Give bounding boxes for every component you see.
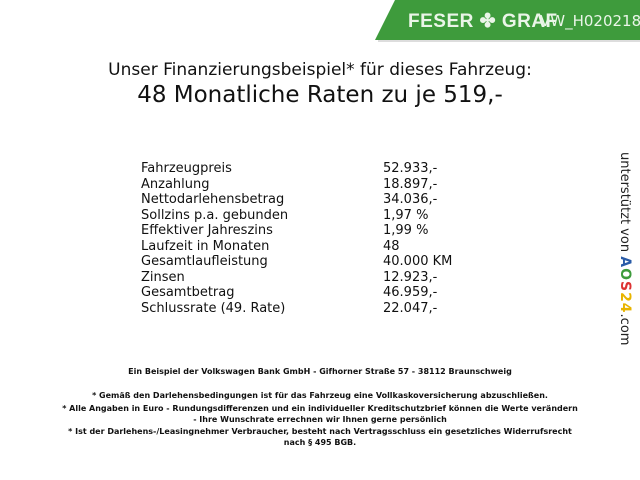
row-label: Schlussrate (49. Rate) — [141, 300, 286, 316]
row-value: 18.897,- — [383, 176, 438, 192]
aos24-logo: AOS24 — [617, 256, 633, 314]
note-3b: nach § 495 BGB. — [283, 438, 357, 447]
table-row: Anzahlung 18.897,- — [141, 177, 461, 193]
row-value: 12.923,- — [383, 269, 438, 285]
sponsor-suffix: .com — [617, 313, 632, 346]
banner-shadow — [378, 40, 640, 42]
brand-logo: FESER ✤ GRAF — [408, 11, 558, 32]
brand-banner — [375, 0, 640, 40]
note-1: * Gemäß den Darlehensbedingungen ist für… — [92, 391, 548, 400]
note-3a: * Ist der Darlehens-/Leasingnehmer Verbr… — [68, 427, 572, 436]
row-value: 48 — [383, 238, 400, 254]
table-row: Gesamtlaufleistung 40.000 KM — [141, 254, 461, 270]
row-label: Zinsen — [141, 269, 185, 285]
note-2a: * Alle Angaben in Euro - Rundungsdiffere… — [62, 404, 578, 413]
page-title: 48 Monatliche Raten zu je 519,- — [137, 82, 503, 108]
row-value: 34.036,- — [383, 192, 438, 207]
table-row: Gesamtbetrag 46.959,- — [141, 285, 461, 301]
bank-note: Ein Beispiel der Volkswagen Bank GmbH - … — [128, 367, 512, 376]
row-value: 40.000 KM — [383, 254, 453, 269]
finance-table: Fahrzeugpreis 52.933,- Anzahlung 18.897,- Ne… — [141, 161, 461, 316]
table-row: Sollzins p.a. gebunden 1,97 % — [141, 208, 461, 224]
note-2b: - Ihre Wunschrate errechnen wir Ihnen ge… — [193, 415, 447, 424]
table-row: Laufzeit in Monaten 48 — [141, 239, 461, 255]
row-label: Anzahlung — [141, 176, 210, 192]
table-row: Schlussrate (49. Rate) 22.047,- — [141, 301, 461, 317]
row-value: 52.933,- — [383, 161, 438, 176]
row-label: Laufzeit in Monaten — [141, 238, 270, 254]
row-label: Sollzins p.a. gebunden — [141, 207, 289, 223]
row-label: Fahrzeugpreis — [141, 161, 232, 176]
sponsor-prefix: unterstützt von — [617, 152, 632, 253]
vehicle-code: VW_H020218 — [540, 12, 640, 30]
row-label: Effektiver Jahreszins — [141, 223, 273, 238]
row-value: 1,97 % — [383, 207, 429, 223]
page-subtitle: Unser Finanzierungsbeispiel* für dieses … — [108, 60, 532, 80]
row-value: 22.047,- — [383, 300, 438, 316]
row-value: 1,99 % — [383, 223, 429, 238]
table-row: Fahrzeugpreis 52.933,- — [141, 161, 461, 177]
table-row: Nettodarlehensbetrag 34.036,- — [141, 192, 461, 208]
sponsor-note: unterstützt von AOS24.com — [617, 152, 633, 345]
table-row: Zinsen 12.923,- — [141, 270, 461, 286]
row-label: Gesamtlaufleistung — [141, 254, 268, 269]
row-value: 46.959,- — [383, 285, 438, 300]
table-row: Effektiver Jahreszins 1,99 % — [141, 223, 461, 239]
row-label: Gesamtbetrag — [141, 285, 235, 300]
row-label: Nettodarlehensbetrag — [141, 192, 285, 207]
